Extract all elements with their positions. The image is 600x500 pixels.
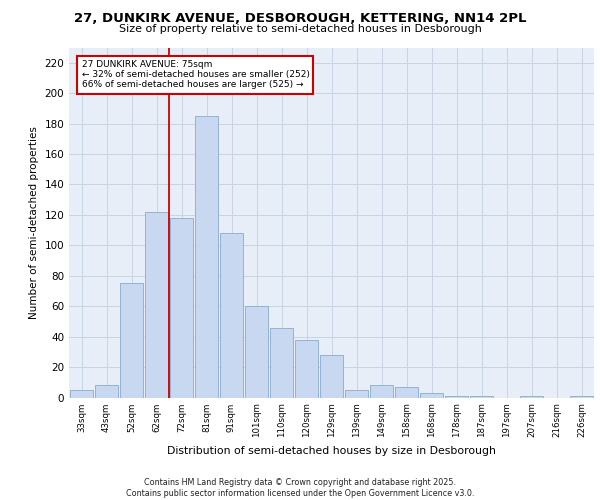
- Bar: [70, 390, 94, 398]
- Bar: [119, 284, 143, 398]
- Text: Contains HM Land Registry data © Crown copyright and database right 2025.
Contai: Contains HM Land Registry data © Crown c…: [126, 478, 474, 498]
- Text: 27, DUNKIRK AVENUE, DESBOROUGH, KETTERING, NN14 2PL: 27, DUNKIRK AVENUE, DESBOROUGH, KETTERIN…: [74, 12, 526, 26]
- Bar: [445, 396, 469, 398]
- Bar: [370, 386, 394, 398]
- Bar: [520, 396, 544, 398]
- Bar: [344, 390, 368, 398]
- Bar: [194, 116, 218, 398]
- Bar: [295, 340, 319, 398]
- Bar: [569, 396, 593, 398]
- Bar: [170, 218, 193, 398]
- Bar: [419, 393, 443, 398]
- Bar: [320, 355, 343, 398]
- Y-axis label: Number of semi-detached properties: Number of semi-detached properties: [29, 126, 39, 319]
- X-axis label: Distribution of semi-detached houses by size in Desborough: Distribution of semi-detached houses by …: [167, 446, 496, 456]
- Text: Size of property relative to semi-detached houses in Desborough: Size of property relative to semi-detach…: [119, 24, 481, 34]
- Bar: [245, 306, 268, 398]
- Text: 27 DUNKIRK AVENUE: 75sqm
← 32% of semi-detached houses are smaller (252)
66% of : 27 DUNKIRK AVENUE: 75sqm ← 32% of semi-d…: [82, 60, 310, 90]
- Bar: [95, 386, 118, 398]
- Bar: [220, 233, 244, 398]
- Bar: [470, 396, 493, 398]
- Bar: [395, 387, 418, 398]
- Bar: [269, 328, 293, 398]
- Bar: [145, 212, 169, 398]
